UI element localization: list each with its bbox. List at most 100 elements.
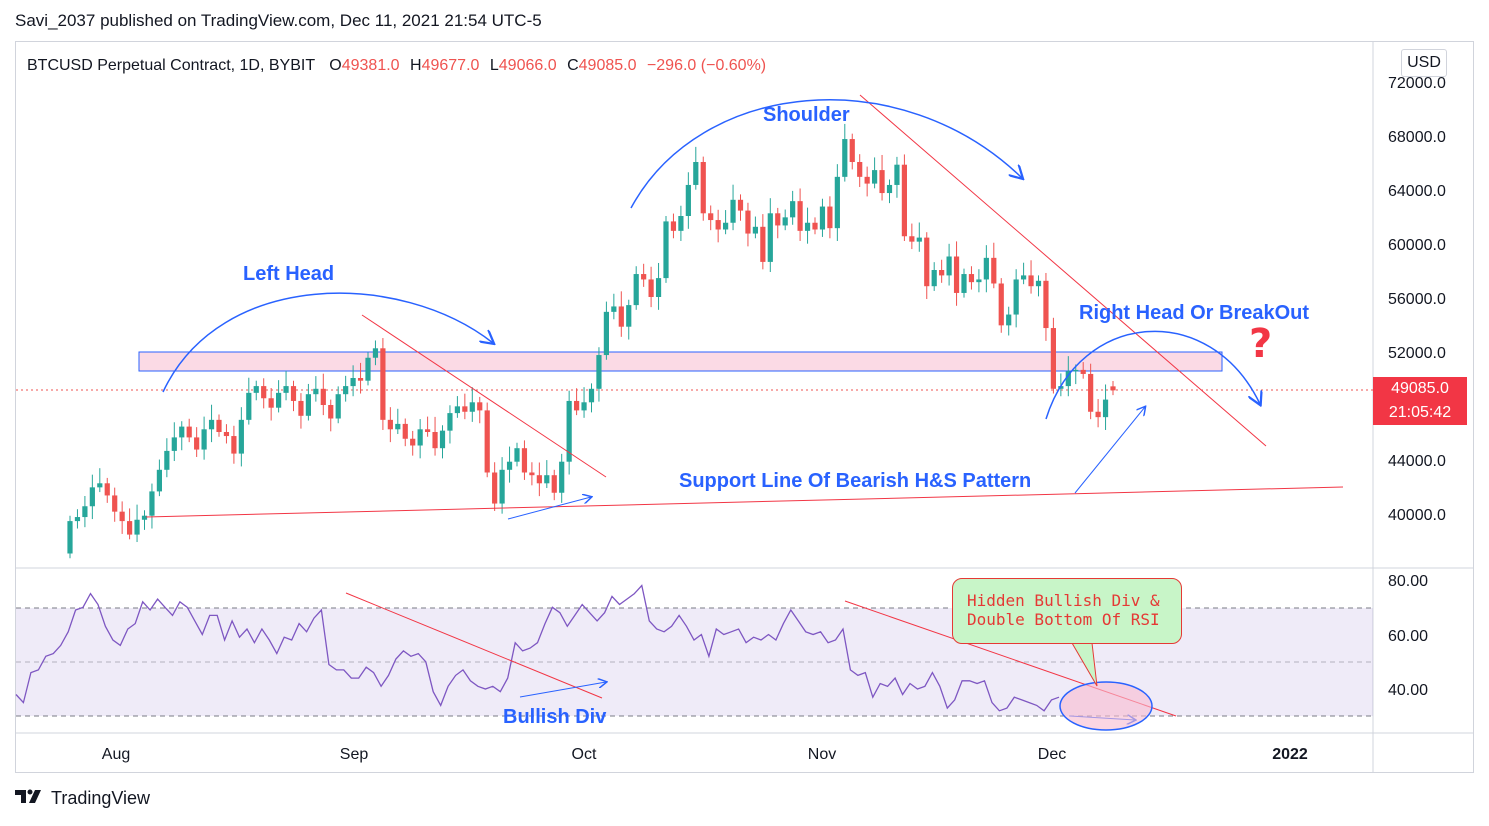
candle-body [328,405,334,419]
candle-body [633,274,639,306]
candle-body [559,461,565,493]
price-tick: 64000.0 [1388,183,1446,200]
candle-body [581,402,587,411]
candle-body [909,236,915,242]
candle-body [708,213,714,221]
price-tick: 72000.0 [1388,75,1446,92]
candle-body [551,475,557,493]
candle-body [782,217,788,226]
candle-body [350,378,356,387]
callout-line-1: Hidden Bullish Div & [967,591,1160,610]
candle-body [670,221,677,231]
candle-body [1065,371,1071,387]
candle-body [775,213,781,226]
candle-body [603,311,609,356]
candle-body [663,221,669,279]
legend-symbol: BTCUSD Perpetual Contract, 1D, BYBIT [27,57,315,74]
candle-body [201,429,207,450]
candle-body [141,515,148,520]
candle-body [946,256,952,276]
candle-body [588,388,595,403]
candle-body [447,413,453,431]
candle-body [268,398,274,408]
candle-body [886,184,893,194]
candle-body [231,436,237,454]
currency-button[interactable]: USD [1401,49,1447,77]
chart-frame [15,41,1474,773]
candle-body [931,270,937,287]
candle-body [313,388,319,395]
rsi-series [15,584,1060,712]
candle-body [208,419,215,430]
candle-body [156,469,162,492]
candle-body [1102,399,1109,418]
candle-body [454,406,460,414]
candlestick-series [67,123,1116,559]
candle-body [857,162,863,177]
candle-body [365,357,371,381]
price-tick: 60000.0 [1388,237,1446,254]
candle-body [879,170,885,194]
support-line [145,486,1344,518]
footer-brand[interactable]: TradingView [15,788,150,809]
rsi-double-bottom-ellipse [1059,681,1153,731]
candle-body [417,429,423,446]
candle-body [842,139,848,177]
candle-body [335,394,341,419]
candle-body [276,392,282,408]
tradingview-logo-icon [15,788,45,809]
candle-body [536,475,542,484]
candle-body [596,355,602,389]
rsi-tick: 60.00 [1388,628,1428,645]
candle-body [730,199,736,223]
candle-body [961,274,967,293]
candle-body [849,139,855,162]
candle-body [439,430,446,449]
legend-open-label: O [329,57,341,74]
legend-open: 49381.0 [342,57,400,74]
candle-body [320,388,326,405]
candle-body [797,201,803,231]
candle-body [134,519,140,535]
candle-body [186,426,192,438]
hidden-div-callout: Hidden Bullish Div & Double Bottom Of RS… [952,578,1182,644]
bounce-arrow-1 [507,497,591,520]
bar-countdown: 21:05:42 [1388,404,1452,421]
candle-body [357,378,364,381]
candle-body [194,437,200,450]
candle-body [462,406,468,412]
candle-body [514,448,520,462]
candle-body [380,348,386,420]
candle-body [1088,373,1094,412]
candle-body [939,270,945,276]
candle-body [164,450,170,470]
candle-body [1050,328,1056,389]
legend-high: 49677.0 [422,57,480,74]
price-tick: 68000.0 [1388,129,1446,146]
candle-body [1058,386,1064,389]
candle-body [67,521,73,554]
candle-body [179,426,185,438]
candle-body [529,472,535,476]
right-head-label: Right Head Or BreakOut [1079,302,1309,324]
candle-body [97,483,103,488]
legend-low-label: L [490,57,499,74]
candle-body [723,222,729,230]
legend-close: 49085.0 [579,57,637,74]
candle-body [737,199,744,211]
legend-high-label: H [410,57,422,74]
candle-body [89,487,95,507]
candle-body [991,257,997,284]
candle-body [872,170,878,184]
candle-body [953,256,960,293]
candle-body [119,511,125,522]
candle-body [290,386,297,401]
rsi-line [15,584,1060,712]
candle-body [477,402,483,411]
right-head-arc [1045,330,1260,420]
candle-body [812,222,818,230]
candle-body [298,400,304,416]
rsi-tick: 80.00 [1388,573,1428,590]
candle-body [894,164,900,185]
